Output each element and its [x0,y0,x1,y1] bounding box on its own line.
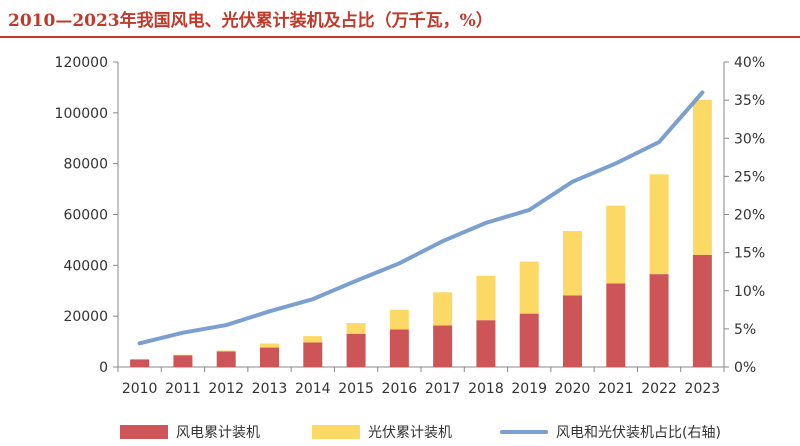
x-tick-label: 2014 [295,381,331,397]
ratio-line [137,90,705,346]
right-tick-label: 0% [734,360,756,376]
legend-swatch-wind [120,425,168,439]
x-tick-label: 2023 [685,381,721,397]
bar-wind [389,329,409,367]
x-tick-label: 2021 [598,381,634,397]
x-tick-label: 2022 [641,381,677,397]
bar-solar [519,261,539,314]
right-tick-label: 40% [734,55,765,71]
x-tick-label: 2020 [555,381,591,397]
legend-swatch-solar [312,425,360,439]
bar-solar [433,292,453,326]
right-tick-label: 25% [734,169,765,185]
bar-solar [606,205,626,284]
x-tick-label: 2019 [511,381,547,397]
chart-canvas: 0 20000 40000 60000 80000 100000 120000 0% 5% 10%… [55,55,766,397]
bar-wind [346,333,366,367]
bar-solar [389,309,409,330]
left-tick-label: 100000 [55,106,108,122]
legend-item-wind: 风电累计装机 [120,422,260,442]
bar-solar [346,323,366,334]
chart-legend: 风电累计装机 光伏累计装机 风电和光伏装机占比(右轴) [0,420,800,444]
left-tick-label: 60000 [63,208,108,224]
x-tick-label: 2011 [165,381,201,397]
right-tick-label: 10% [734,284,765,300]
legend-label-solar: 光伏累计装机 [368,425,452,441]
bar-wind [649,274,669,367]
x-tick-label: 2010 [122,381,158,397]
bar-solar [476,275,496,321]
right-tick-label: 30% [734,131,765,147]
bar-solar [649,174,669,275]
bar-wind [692,254,712,367]
right-tick-label: 35% [734,93,765,109]
legend-item-solar: 光伏累计装机 [312,422,452,442]
x-tick-label: 2013 [252,381,288,397]
bar-wind [476,320,496,367]
x-tick-label: 2018 [468,381,504,397]
legend-item-ratio: 风电和光伏装机占比(右轴) [500,422,721,442]
right-tick-label: 15% [734,246,765,262]
left-tick-label: 80000 [63,157,108,173]
bar-wind [606,283,626,367]
bar-wind [433,325,453,367]
bar-wind [303,342,323,367]
bar-solar [692,99,712,255]
bar-wind [173,355,193,367]
bar-solar [173,354,193,356]
bar-wind [216,351,236,367]
left-tick-label: 120000 [55,55,108,71]
right-tick-label: 5% [734,322,756,338]
bar-solar [216,350,236,352]
left-tick-label: 40000 [63,258,108,274]
right-tick-label: 20% [734,208,765,224]
bar-solar [563,231,582,296]
bar-wind [519,313,539,367]
bar-solar [260,343,279,348]
bar-wind [563,295,582,367]
bar-wind [260,347,279,367]
x-tick-label: 2017 [425,381,461,397]
chart-title: 2010—2023年我国风电、光伏累计装机及占比（万千瓦，%） [8,11,493,31]
x-tick-label: 2016 [382,381,418,397]
legend-label-wind: 风电累计装机 [176,425,260,441]
legend-swatch-ratio [500,430,548,434]
x-tick-label: 2015 [338,381,374,397]
left-tick-label: 0 [99,360,108,376]
title-divider [0,36,800,38]
bar-solar [303,336,323,343]
bar-wind [130,359,150,367]
legend-label-ratio: 风电和光伏装机占比(右轴) [556,425,721,441]
left-tick-label: 20000 [63,309,108,325]
x-tick-label: 2012 [208,381,244,397]
